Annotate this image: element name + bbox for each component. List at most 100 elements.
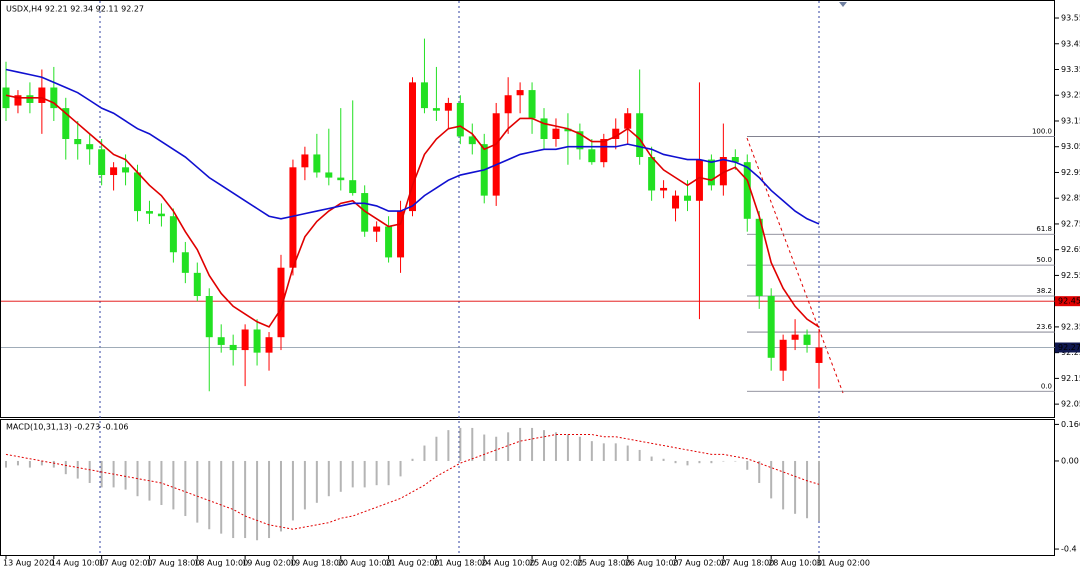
candle-body	[695, 159, 703, 201]
macd-bar	[315, 460, 318, 503]
macd-bar	[363, 460, 366, 488]
macd-bar	[818, 460, 820, 522]
candle-body	[624, 113, 632, 129]
moving-average	[5, 68, 820, 225]
candle-body	[2, 87, 10, 109]
macd-bar	[40, 460, 43, 466]
fib-level-label: 61.8	[1036, 225, 1052, 233]
shift-marker	[839, 2, 847, 7]
macd-bar	[722, 460, 725, 462]
candle-body	[98, 149, 106, 176]
macd-bar	[782, 460, 785, 510]
candle-body	[660, 187, 668, 191]
macd-bar	[124, 460, 127, 490]
price-label-box	[1055, 296, 1080, 307]
macd-bar	[686, 460, 689, 466]
macd-bar	[232, 460, 235, 539]
macd-bar	[662, 458, 665, 461]
macd-bar	[710, 460, 713, 464]
candle-body	[397, 211, 405, 258]
macd-bar	[291, 460, 294, 521]
candle-body	[26, 95, 34, 103]
x-tick-label: 31 Aug 02:00	[816, 559, 870, 568]
candle-body	[110, 167, 118, 176]
candle-body	[612, 128, 620, 139]
macd-bar	[674, 460, 677, 464]
y-tick-label: -0.4	[1061, 545, 1077, 554]
macd-bar	[303, 460, 306, 510]
overlays: 100.0 61.8 50.0 38.2 23.6 0.0	[1, 127, 1055, 392]
y-tick-label: 93.35	[1061, 65, 1080, 74]
macd-bar	[244, 460, 247, 539]
y-tick-label: 92.15	[1061, 374, 1080, 383]
candle-body	[265, 337, 273, 353]
y-tick-label: 0.00	[1061, 456, 1079, 465]
price-label: 92.45	[1058, 297, 1080, 306]
macd-bar	[172, 460, 175, 510]
macd-bar	[279, 460, 282, 532]
x-tick-label: 20 Aug 10:00	[338, 559, 392, 568]
y-tick-label: 92.05	[1061, 400, 1080, 409]
macd-bar	[758, 460, 761, 483]
y-tick-label: 93.15	[1061, 116, 1080, 125]
candle-body	[468, 136, 476, 145]
macd-bar	[387, 460, 390, 486]
macd-title: MACD(10,31,13) -0.273 -0.106	[6, 423, 129, 432]
macd-bar	[160, 460, 163, 506]
macd-bar	[543, 430, 546, 461]
candle-body	[540, 118, 548, 139]
candle-body	[444, 102, 452, 111]
candle-body	[122, 167, 130, 173]
candle-body	[385, 226, 393, 258]
candle-body	[38, 87, 46, 103]
macd-bar	[76, 460, 79, 479]
y-tick-label: 0.166	[1061, 420, 1080, 429]
main-panel	[0, 0, 1055, 418]
macd-bar	[626, 445, 629, 461]
candle-body	[528, 90, 536, 119]
macd-bar	[602, 443, 605, 461]
x-tick-label: 14 Aug 10:00	[51, 559, 105, 568]
price-label-box	[1055, 342, 1080, 353]
candle-body	[456, 102, 464, 137]
macd-bar	[650, 456, 653, 461]
candle-body	[313, 154, 321, 173]
candle-body	[576, 131, 584, 150]
macd-bar	[184, 460, 187, 517]
macd-bar	[100, 460, 103, 488]
x-tick-label: 19 Aug 18:00	[290, 559, 344, 568]
y-tick-label: 93.55	[1061, 14, 1080, 23]
candle-body	[731, 157, 739, 163]
candle-body	[420, 82, 428, 109]
candle-body	[791, 334, 799, 340]
candle-body	[169, 216, 177, 253]
candle-body	[217, 337, 225, 345]
macd-bar	[208, 460, 211, 530]
candle-body	[193, 272, 201, 297]
x-tick-label: 27 Aug 18:00	[720, 559, 774, 568]
candle-body	[289, 167, 297, 268]
macd-bar	[52, 460, 55, 468]
macd-bar	[770, 460, 773, 499]
candle-body	[14, 95, 22, 106]
x-tick-label: 21 Aug 02:00	[386, 559, 440, 568]
macd-bar	[399, 460, 402, 477]
y-tick-label: 92.95	[1061, 168, 1080, 177]
x-tick-label: 26 Aug 10:00	[625, 559, 679, 568]
macd-bar	[5, 460, 7, 468]
x-tick-label: 19 Aug 02:00	[242, 559, 296, 568]
macd-bar	[28, 460, 31, 468]
candle-body	[683, 195, 691, 201]
macd-bar	[423, 445, 426, 461]
candle-body	[349, 180, 357, 194]
y-tick-label: 92.75	[1061, 219, 1080, 228]
axes: 93.55 93.45 93.35 93.25 93.15 93.05 92.95 92.85…	[3, 14, 1080, 568]
candle-body	[361, 193, 369, 232]
macd-panel	[0, 419, 1055, 556]
candle-body	[672, 195, 680, 209]
candle-body	[229, 344, 237, 351]
macd-bar	[256, 460, 259, 541]
macd-bar	[88, 460, 91, 483]
macd-bar	[339, 460, 342, 492]
macd-bar	[351, 460, 354, 488]
